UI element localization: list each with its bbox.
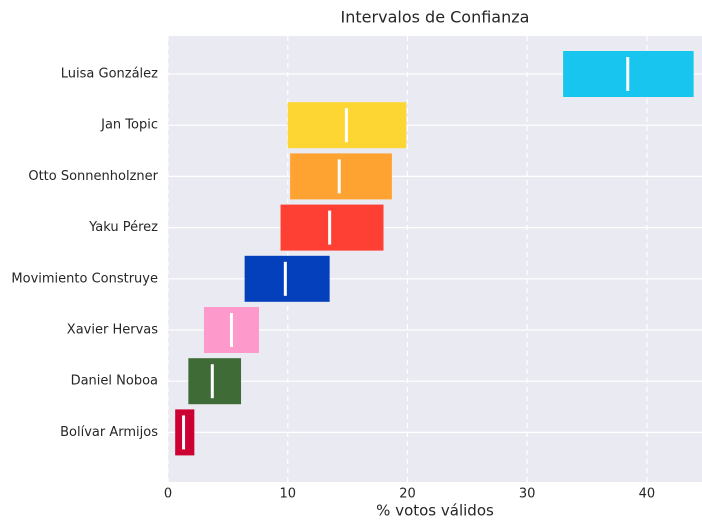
chart-title: Intervalos de Confianza	[341, 8, 530, 27]
y-tick-label: Daniel Noboa	[71, 374, 158, 389]
x-tick-label: 10	[279, 487, 296, 502]
x-axis-label: % votos válidos	[376, 502, 494, 520]
y-tick-label: Movimiento Construye	[11, 271, 158, 286]
y-tick-label: Otto Sonnenholzner	[28, 169, 158, 184]
interval-bar	[290, 153, 392, 200]
x-tick-label: 20	[399, 487, 416, 502]
y-tick-label: Yaku Pérez	[88, 220, 158, 235]
y-tick-label: Xavier Hervas	[67, 323, 158, 338]
interval-bar	[280, 204, 384, 251]
x-tick-label: 0	[164, 487, 172, 502]
x-tick-label: 40	[639, 487, 656, 502]
x-tick-label: 30	[519, 487, 536, 502]
y-tick-label: Jan Topic	[100, 118, 158, 133]
y-tick-label: Bolívar Armijos	[60, 425, 158, 440]
y-tick-label: Luisa González	[61, 67, 158, 82]
interval-bar	[188, 358, 242, 405]
interval-bar	[244, 255, 330, 302]
